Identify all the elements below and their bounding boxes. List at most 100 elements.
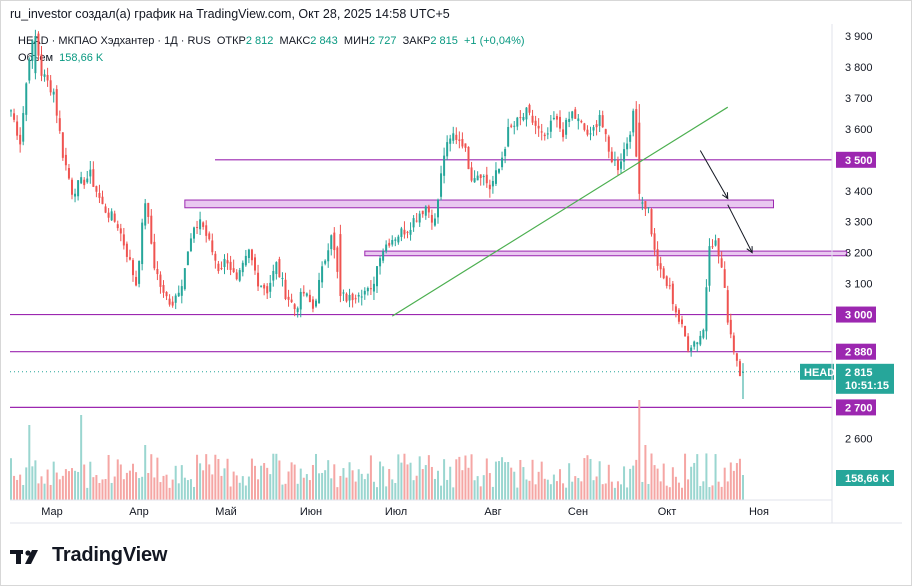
volume-bar-150 — [467, 467, 470, 500]
volume-bar-47 — [153, 477, 156, 500]
candle-body-70 — [223, 258, 226, 268]
candle-body-80 — [254, 257, 256, 271]
close-label: ЗАКР — [402, 35, 431, 47]
x-tick-6: Сен — [568, 506, 588, 518]
candle-body-2 — [16, 121, 19, 136]
candle-body-190 — [589, 133, 592, 135]
volume-bar-102 — [321, 472, 324, 500]
volume-bar-164 — [510, 467, 513, 500]
volume-bar-87 — [275, 453, 278, 500]
x-tick-8: Ноя — [749, 506, 769, 518]
volume-bar-126 — [394, 483, 397, 500]
candle-body-6 — [28, 59, 31, 81]
candle-body-178 — [552, 117, 555, 120]
candle-body-193 — [598, 114, 601, 126]
volume-value: 158,66 K — [59, 52, 104, 64]
volume-bar-40 — [132, 463, 134, 500]
volume-bar-234 — [723, 467, 726, 500]
candle-body-167 — [519, 117, 522, 119]
candle-body-151 — [470, 167, 473, 181]
candle-body-194 — [601, 115, 604, 128]
candle-body-114 — [357, 294, 360, 297]
candle-body-196 — [607, 136, 610, 152]
volume-bar-62 — [199, 463, 202, 500]
candle-body-140 — [437, 199, 439, 218]
volume-bar-25 — [86, 487, 89, 500]
volume-bar-58 — [186, 480, 189, 500]
candle-body-0 — [10, 110, 12, 112]
volume-bar-181 — [562, 483, 565, 500]
volume-bar-133 — [415, 475, 418, 500]
candle-body-99 — [311, 299, 314, 309]
candle-body-29 — [98, 192, 101, 198]
candle-body-31 — [104, 206, 107, 213]
volume-bar-212 — [656, 468, 659, 500]
volume-bar-76 — [241, 476, 244, 500]
volume-bar-221 — [684, 453, 687, 500]
candle-body-188 — [583, 123, 586, 130]
candle-body-68 — [217, 263, 220, 272]
volume-bar-130 — [406, 464, 409, 500]
symbol-line[interactable]: HEAD · МКПАО Хэдхантер · 1Д · RUS — [18, 35, 211, 47]
candle-body-33 — [110, 211, 113, 221]
volume-bar-200 — [620, 484, 622, 500]
candle-body-148 — [461, 139, 464, 147]
candle-body-112 — [351, 293, 354, 301]
volume-bar-97 — [305, 474, 308, 500]
volume-bar-160 — [498, 461, 500, 500]
candle-body-96 — [302, 291, 305, 294]
volume-bar-30 — [101, 479, 104, 500]
candle-body-20 — [71, 179, 73, 195]
candle-body-236 — [729, 319, 732, 335]
candle-body-21 — [74, 193, 77, 197]
volume-bar-31 — [104, 479, 107, 500]
volume-bar-52 — [168, 487, 171, 500]
candle-body-143 — [446, 142, 449, 157]
volume-bar-220 — [681, 487, 683, 500]
volume-bar-73 — [232, 471, 235, 500]
volume-bar-117 — [366, 473, 369, 500]
candle-body-187 — [580, 120, 583, 123]
candle-body-134 — [418, 213, 421, 223]
volume-bar-92 — [290, 462, 293, 500]
volume-bar-104 — [327, 460, 330, 500]
candle-body-118 — [369, 288, 372, 290]
volume-bar-78 — [247, 476, 250, 500]
volume-bar-195 — [604, 483, 607, 500]
volume-bar-148 — [461, 470, 464, 500]
candle-body-149 — [464, 143, 467, 148]
candle-body-227 — [702, 329, 705, 338]
candle-body-123 — [385, 244, 388, 251]
volume-bar-5 — [25, 467, 28, 500]
candle-body-209 — [647, 207, 650, 209]
candle-body-233 — [720, 258, 723, 268]
candle-body-86 — [272, 270, 275, 281]
level-tag-0 — [836, 151, 876, 168]
volume-bar-140 — [437, 470, 439, 500]
volume-bar-24 — [83, 464, 86, 500]
candle-body-18 — [64, 154, 67, 166]
candle-body-54 — [174, 295, 177, 303]
candle-body-222 — [687, 336, 690, 351]
candle-body-14 — [52, 91, 55, 95]
volume-bar-135 — [421, 469, 424, 500]
candle-body-165 — [513, 125, 516, 127]
volume-bar-46 — [150, 454, 153, 500]
volume-bar-15 — [55, 472, 58, 500]
volume-bar-143 — [446, 479, 449, 500]
volume-bar-19 — [67, 471, 70, 500]
candle-body-221 — [684, 326, 687, 337]
volume-bar-41 — [135, 472, 138, 500]
volume-bar-228 — [705, 453, 708, 500]
x-tick-1: Апр — [129, 506, 148, 518]
volume-bar-11 — [43, 483, 46, 500]
candle-body-229 — [708, 246, 711, 286]
volume-bar-151 — [470, 454, 473, 500]
volume-bar-70 — [223, 468, 226, 500]
candle-body-176 — [546, 133, 549, 135]
candle-body-79 — [250, 249, 253, 261]
y-tick-8: 2 600 — [845, 433, 873, 445]
candle-body-111 — [348, 294, 351, 301]
candle-body-131 — [409, 229, 412, 235]
